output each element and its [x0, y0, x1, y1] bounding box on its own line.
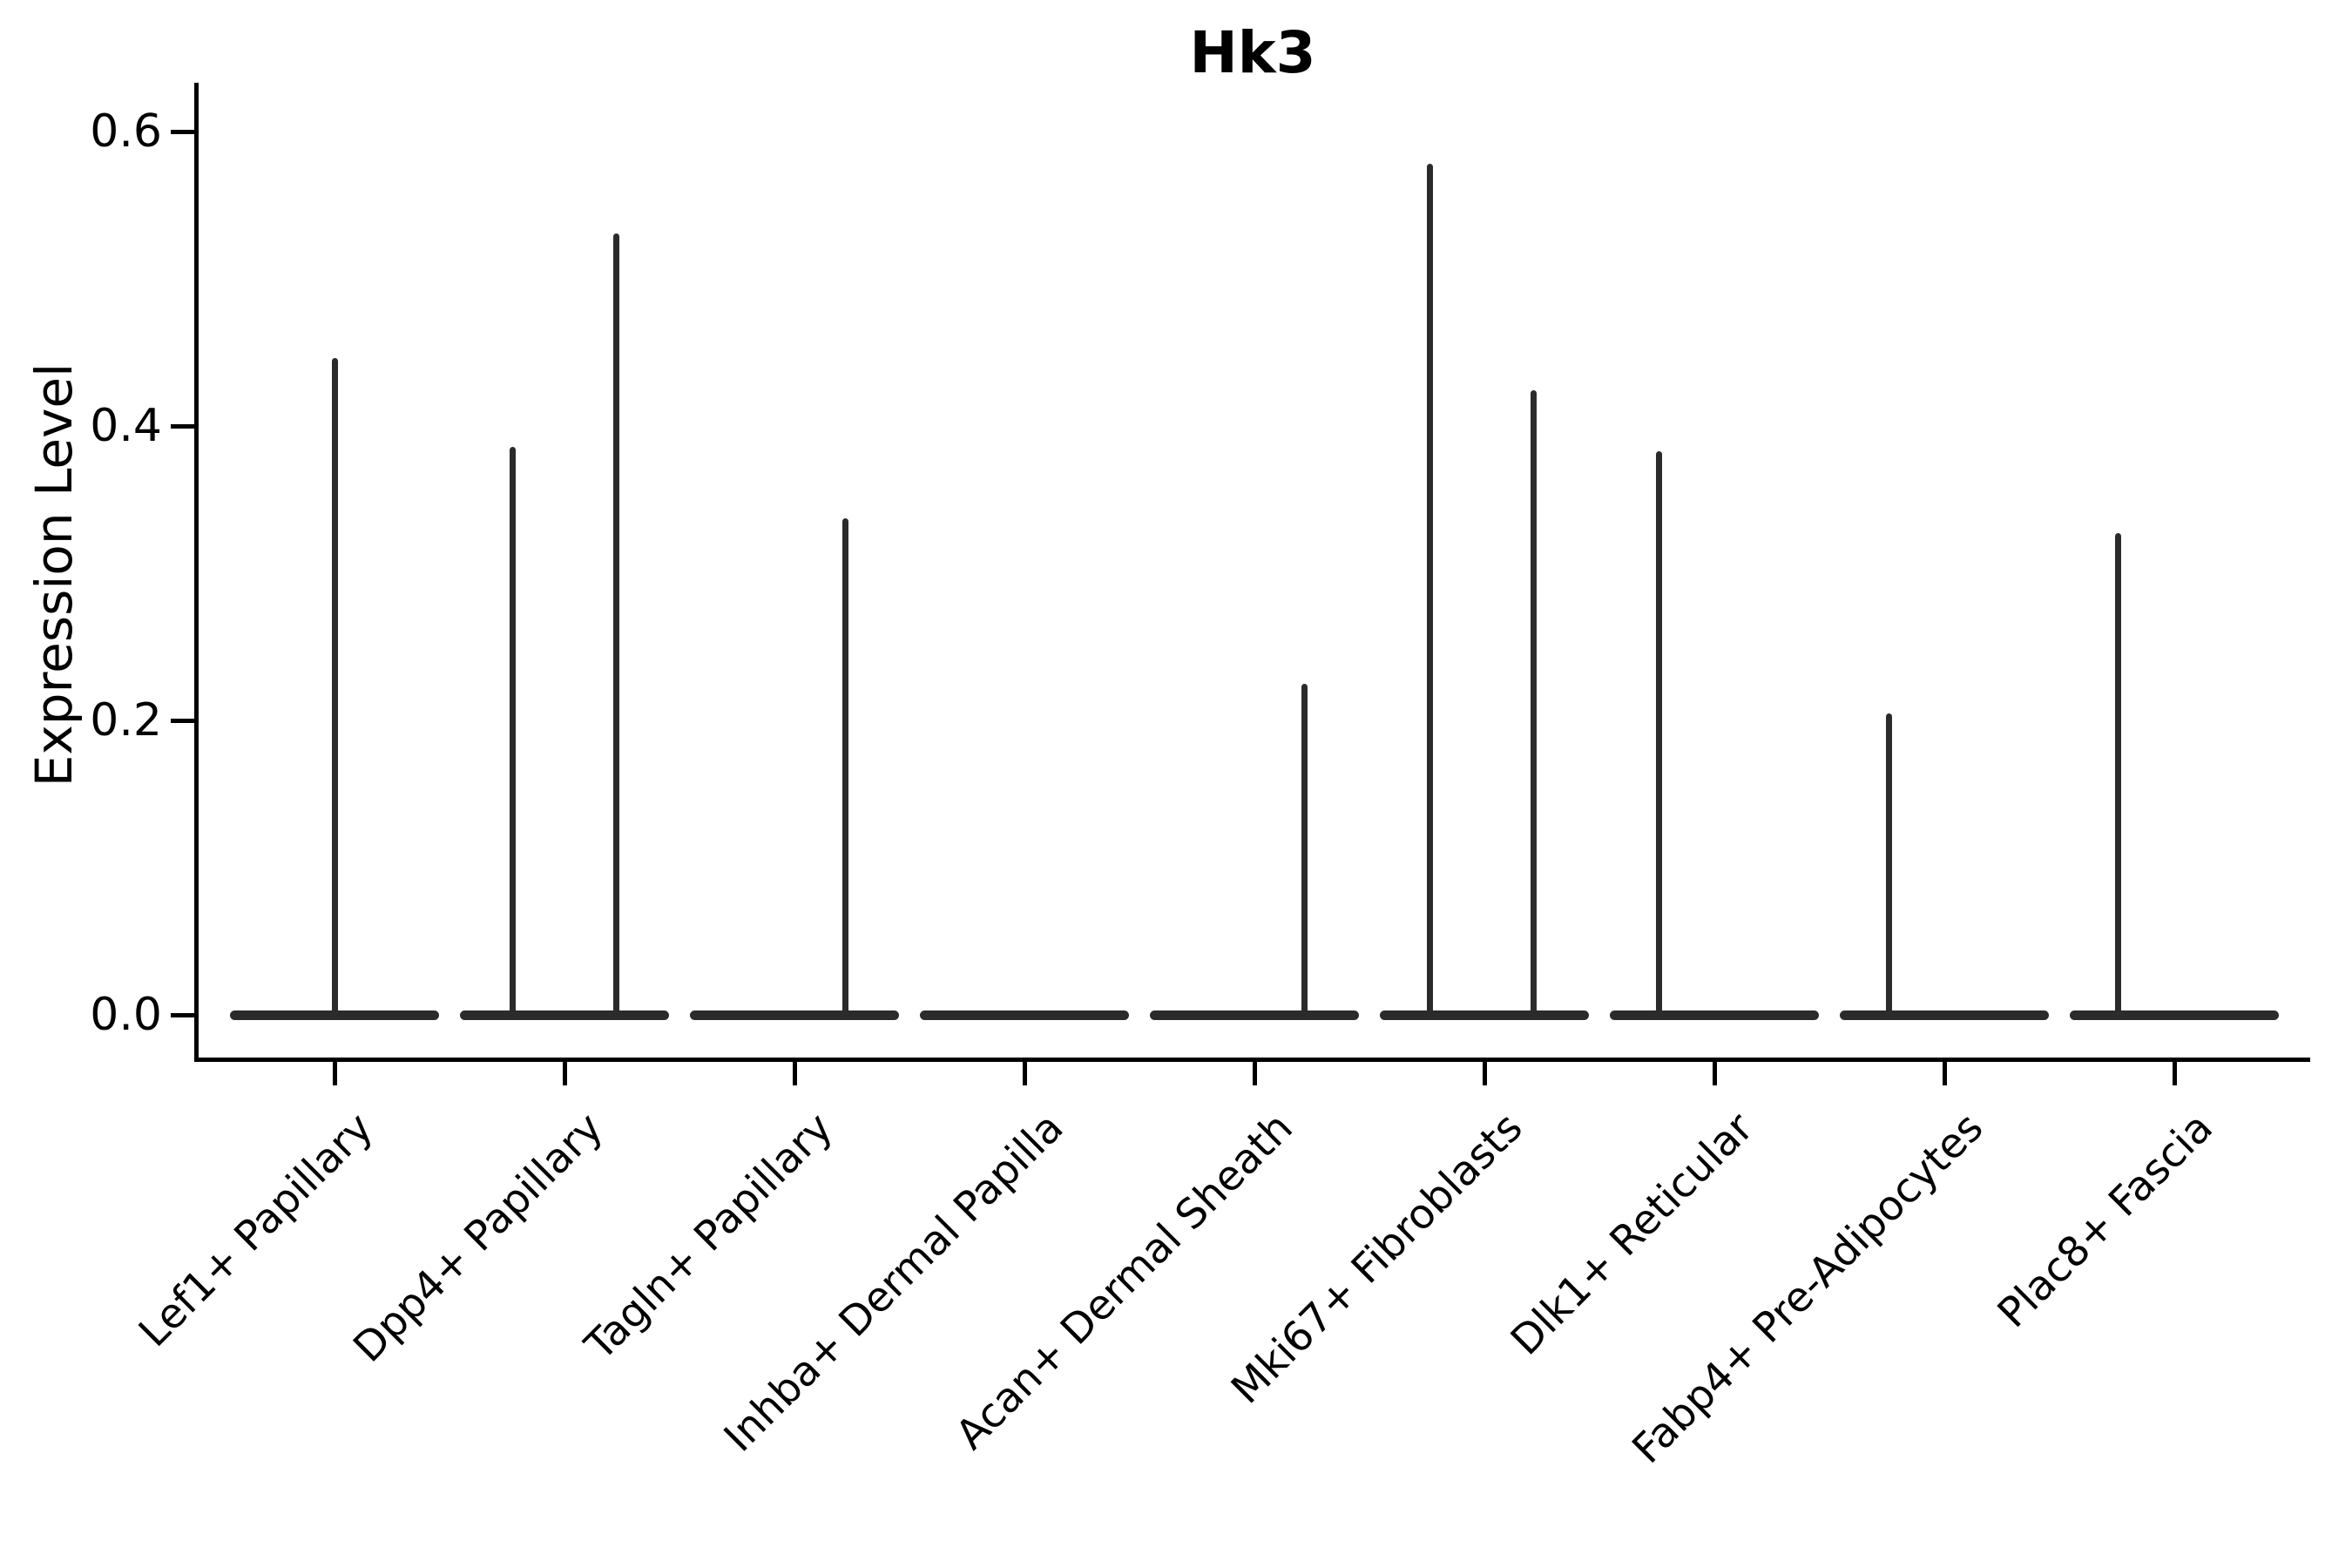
y-tick	[171, 424, 194, 429]
violin-base	[1840, 1010, 2049, 1020]
y-tick-label: 0.2	[90, 694, 162, 747]
violin-spike	[332, 358, 338, 1018]
violin-spike	[510, 446, 516, 1018]
x-tick	[2173, 1062, 2177, 1085]
violin-spike	[1656, 450, 1662, 1018]
x-tick	[1943, 1062, 1947, 1085]
violin-base	[1380, 1010, 1589, 1020]
x-tick	[563, 1062, 567, 1085]
violin-spike	[2115, 533, 2121, 1018]
y-axis-spine	[194, 83, 199, 1062]
y-tick	[171, 719, 194, 723]
violin-spike	[1886, 713, 1892, 1018]
x-tick-label: Plac8+ Fascia	[1988, 1104, 2222, 1337]
x-tick	[333, 1062, 337, 1085]
violin-base	[460, 1010, 669, 1020]
violin-spike	[1301, 683, 1308, 1018]
x-tick	[1253, 1062, 1257, 1085]
y-tick	[171, 130, 194, 134]
chart-title: Hk3	[1189, 19, 1316, 86]
x-tick	[793, 1062, 797, 1085]
y-tick-label: 0.4	[90, 400, 162, 452]
x-tick-label: Tagln+ Papillary	[576, 1104, 842, 1370]
y-tick	[171, 1013, 194, 1017]
x-tick	[1023, 1062, 1027, 1085]
violin-spike	[1427, 164, 1433, 1018]
violin-base	[1610, 1010, 1819, 1020]
x-tick	[1713, 1062, 1717, 1085]
y-axis-label: Expression Level	[24, 362, 84, 787]
x-tick-label: Dpp4+ Papillary	[344, 1104, 612, 1372]
x-tick	[1483, 1062, 1487, 1085]
violin-spike	[1531, 390, 1537, 1018]
x-tick-label: Lef1+ Papillary	[129, 1104, 382, 1356]
violin-spike	[842, 518, 848, 1018]
violin-base	[690, 1010, 899, 1020]
violin-spike	[613, 233, 619, 1018]
x-tick-label: Dlk1+ Reticular	[1501, 1104, 1762, 1365]
violin-base	[2070, 1010, 2279, 1020]
y-tick-label: 0.6	[90, 105, 162, 158]
x-axis-spine	[194, 1058, 2310, 1062]
y-tick-label: 0.0	[90, 989, 162, 1041]
violin-base	[1150, 1010, 1359, 1020]
violin-base	[920, 1010, 1129, 1020]
